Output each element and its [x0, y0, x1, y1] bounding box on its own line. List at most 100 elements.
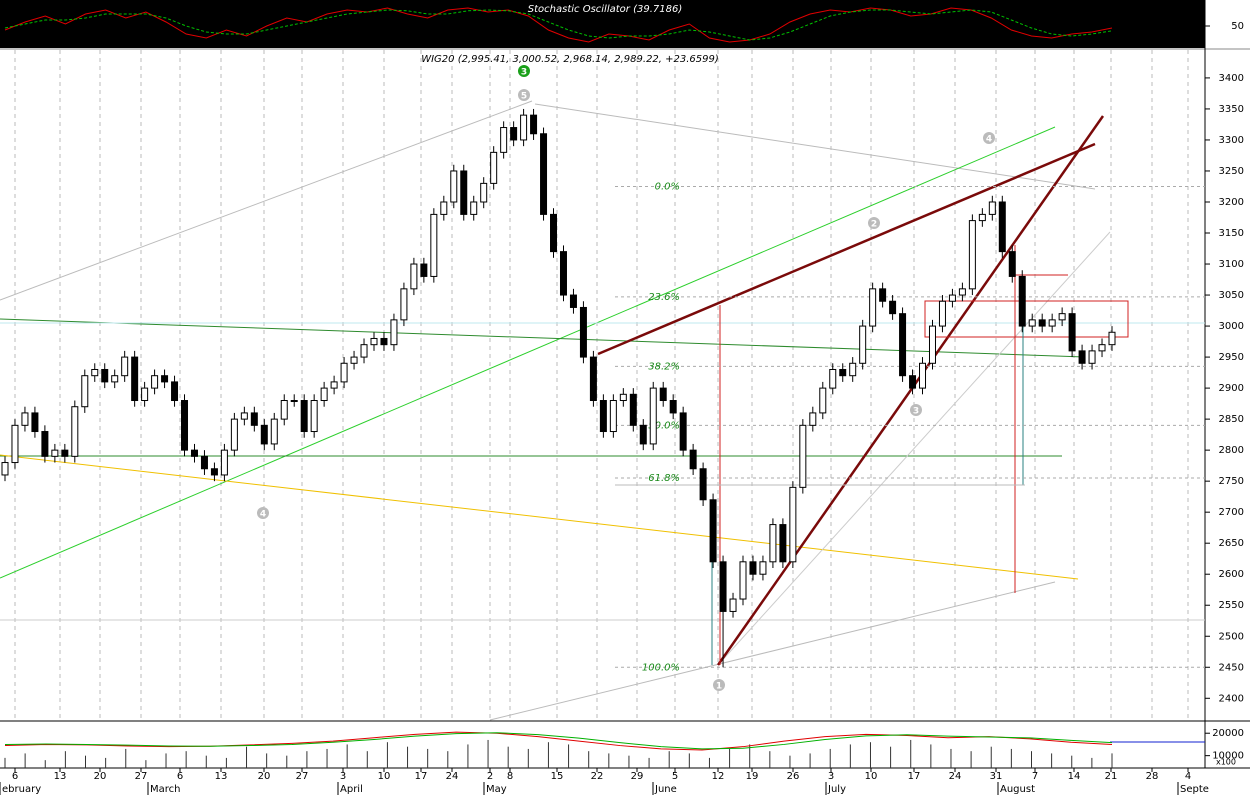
x-tick-label: 22	[591, 771, 604, 782]
y-tick-label: 2700	[1219, 507, 1244, 518]
candle-body	[819, 387, 827, 414]
candle-body	[190, 449, 198, 457]
candle-body	[310, 400, 318, 433]
month-label: Septe	[1180, 784, 1209, 795]
candle-body	[1068, 313, 1076, 352]
wave-label: 5	[521, 92, 527, 102]
x-tick-label: 5	[672, 771, 678, 782]
candle-body	[679, 412, 687, 451]
month-label: August	[1000, 784, 1035, 795]
candle-body	[101, 368, 109, 383]
candle-body	[490, 151, 498, 184]
x-tick-label: 13	[54, 771, 67, 782]
wave-marker	[518, 89, 530, 101]
candle-body	[599, 400, 607, 433]
candle-body	[619, 393, 627, 402]
wave-label: 4	[986, 135, 992, 145]
candle-body	[250, 412, 258, 426]
candle-body	[829, 368, 837, 389]
fib-label: 38.2%	[648, 361, 680, 372]
fib-label: 0.0%	[655, 181, 680, 192]
x-tick-label: 3	[340, 771, 346, 782]
candle-body	[350, 356, 358, 364]
candle-body	[649, 387, 657, 445]
candle-body	[1058, 313, 1066, 321]
fib-label: 61.8%	[648, 473, 680, 484]
candle-body	[21, 412, 29, 426]
candle-body	[899, 313, 907, 377]
candle-body	[869, 288, 877, 327]
y-tick-label: 3000	[1219, 321, 1244, 332]
wave-marker	[518, 65, 530, 77]
candle-body	[978, 213, 986, 222]
candle-body	[809, 412, 817, 426]
volume-unit: x100	[1216, 758, 1236, 767]
x-tick-label: 20	[94, 771, 107, 782]
candle-body	[968, 220, 976, 290]
x-tick-label: 29	[631, 771, 644, 782]
candle-body	[340, 362, 348, 383]
candle-body	[81, 375, 89, 408]
candle-body	[360, 344, 368, 358]
candle-body	[430, 213, 438, 277]
x-tick-label: 17	[908, 771, 921, 782]
stochastic-line	[4, 7, 1113, 43]
y-tick-label: 3200	[1219, 197, 1244, 208]
candle-body	[230, 418, 238, 451]
candle-body	[470, 201, 478, 215]
wave-label: 1	[716, 682, 722, 692]
candle-body	[948, 294, 956, 302]
wave-label: 3	[521, 68, 527, 78]
candle-body	[1078, 350, 1086, 364]
x-tick-label: 15	[551, 771, 564, 782]
candle-body	[131, 356, 139, 402]
y-tick-label: 2600	[1219, 569, 1244, 580]
candle-body	[998, 201, 1006, 253]
x-tick-label: 6	[12, 771, 18, 782]
y-tick-label: 50	[1231, 21, 1244, 32]
candle-body	[210, 468, 218, 476]
y-tick-label: 3400	[1219, 73, 1244, 84]
y-tick-label: 3150	[1219, 228, 1244, 239]
candle-body	[171, 381, 179, 402]
candle-body	[1018, 275, 1026, 327]
candle-body	[879, 288, 887, 302]
candle-body	[659, 387, 667, 402]
x-tick-label: 21	[1105, 771, 1118, 782]
trend-line	[717, 231, 1111, 666]
candle-body	[1038, 319, 1046, 327]
x-tick-label: 19	[746, 771, 759, 782]
trend-line	[597, 142, 1096, 356]
candle-body	[759, 561, 767, 575]
y-tick-label: 3100	[1219, 259, 1244, 270]
indicator-line	[4, 732, 1113, 750]
x-tick-label: 8	[507, 771, 513, 782]
candle-body	[789, 486, 797, 563]
candle-body	[41, 431, 49, 457]
candle-body	[530, 114, 538, 135]
candle-body	[938, 300, 946, 327]
trend-line	[0, 126, 1056, 579]
x-tick-label: 26	[787, 771, 800, 782]
month-label: April	[340, 784, 363, 795]
candle-body	[450, 170, 458, 203]
wave-marker	[983, 132, 995, 144]
candle-body	[540, 133, 548, 215]
y-tick-label: 3050	[1219, 290, 1244, 301]
candle-body	[1088, 350, 1096, 364]
candle-body	[639, 424, 647, 445]
candle-body	[260, 424, 268, 445]
candle-body	[559, 251, 567, 296]
y-tick-label: 3250	[1219, 166, 1244, 177]
candle-body	[181, 400, 189, 451]
x-tick-label: 6	[177, 771, 183, 782]
x-tick-label: 10	[865, 771, 878, 782]
wave-label: 4	[260, 510, 266, 520]
stochastic-title: Stochastic Oscillator (39.7186)	[528, 4, 682, 15]
candle-body	[569, 294, 577, 308]
month-label: July	[827, 784, 846, 795]
y-tick-label: 2800	[1219, 445, 1244, 456]
stochastic-panel	[0, 0, 1205, 48]
candle-body	[669, 400, 677, 414]
x-tick-label: 27	[296, 771, 309, 782]
